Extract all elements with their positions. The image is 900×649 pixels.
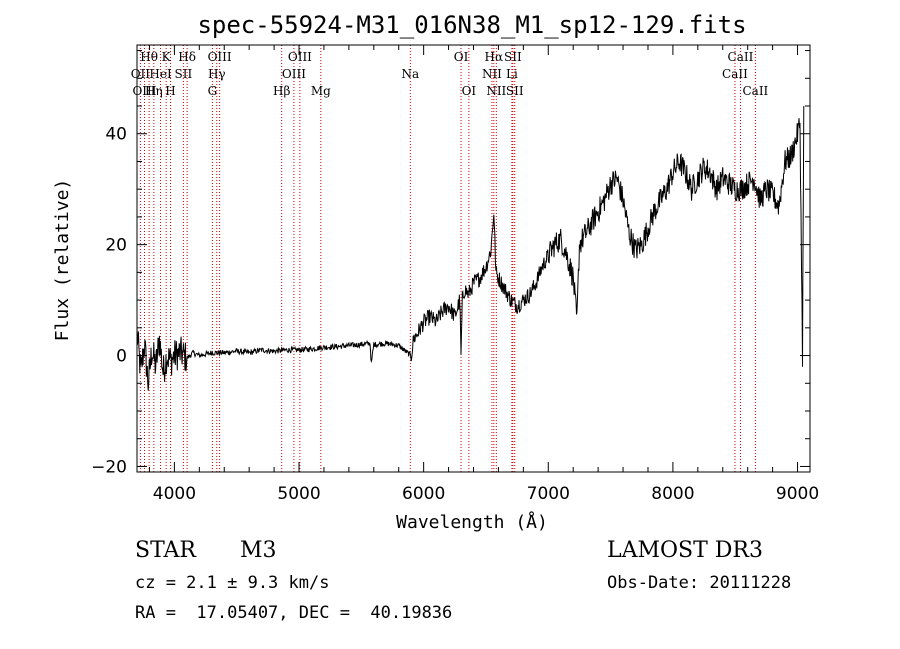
line-label: OIII — [282, 67, 306, 81]
line-label: OIII — [208, 50, 232, 64]
x-tick-label: 7000 — [527, 484, 570, 504]
line-label: Hβ — [273, 84, 290, 98]
line-label: G — [208, 84, 218, 98]
y-tick-label: 20 — [105, 236, 127, 256]
line-label: SII — [506, 84, 524, 98]
x-tick-label: 6000 — [402, 484, 445, 504]
object-subclass: M3 — [240, 538, 277, 563]
line-label: CaII — [742, 84, 768, 98]
line-label: H — [165, 84, 175, 98]
x-axis-ticks: 4000 5000 6000 7000 8000 9000 — [148, 45, 819, 504]
line-label: OIII — [132, 84, 156, 98]
line-label: NII — [486, 84, 506, 98]
y-tick-label: 0 — [116, 347, 127, 367]
chart-title: spec-55924-M31_016N38_M1_sp12-129.fits — [197, 11, 746, 39]
x-tick-label: 5000 — [277, 484, 320, 504]
line-label: CaII — [728, 50, 754, 64]
x-tick-label: 8000 — [651, 484, 694, 504]
observation-date: Obs-Date: 20111228 — [607, 573, 792, 593]
x-tick-label: 4000 — [153, 484, 196, 504]
line-label: Hη — [145, 84, 163, 98]
y-axis-label: Flux (relative) — [52, 179, 73, 342]
x-axis-label: Wavelength (Å) — [396, 511, 548, 533]
line-label: SII — [504, 50, 522, 64]
line-label: K — [162, 50, 172, 64]
line-label: OIII — [288, 50, 312, 64]
spectral-line-markers — [139, 45, 756, 472]
line-label: Hα — [485, 50, 504, 64]
object-class: STAR — [135, 538, 196, 563]
line-label: Hδ — [178, 50, 196, 64]
y-axis-ticks: −20 0 20 40 — [91, 50, 810, 477]
y-tick-label: −20 — [91, 457, 127, 477]
line-label: OI — [462, 84, 477, 98]
line-label: HeI — [149, 67, 172, 81]
line-label: CaII — [722, 67, 748, 81]
plot-frame — [136, 44, 811, 473]
line-label: NII — [482, 67, 502, 81]
survey-name: LAMOST DR3 — [607, 538, 763, 563]
spectrum-series-line — [136, 105, 805, 391]
x-tick-label: 9000 — [776, 484, 819, 504]
y-tick-label: 40 — [105, 125, 127, 145]
line-label: OI — [454, 50, 469, 64]
ra-dec-coordinates: RA = 17.05407, DEC = 40.19836 — [135, 603, 453, 623]
line-label: Na — [401, 67, 419, 81]
line-label: Mg — [311, 84, 331, 98]
redshift-cz: cz = 2.1 ± 9.3 km/s — [135, 573, 330, 593]
line-label: Hθ — [140, 50, 158, 64]
line-label: Hγ — [208, 67, 226, 81]
line-label: OII — [131, 67, 151, 81]
line-label: SII — [175, 67, 193, 81]
line-label: Li — [506, 67, 518, 81]
